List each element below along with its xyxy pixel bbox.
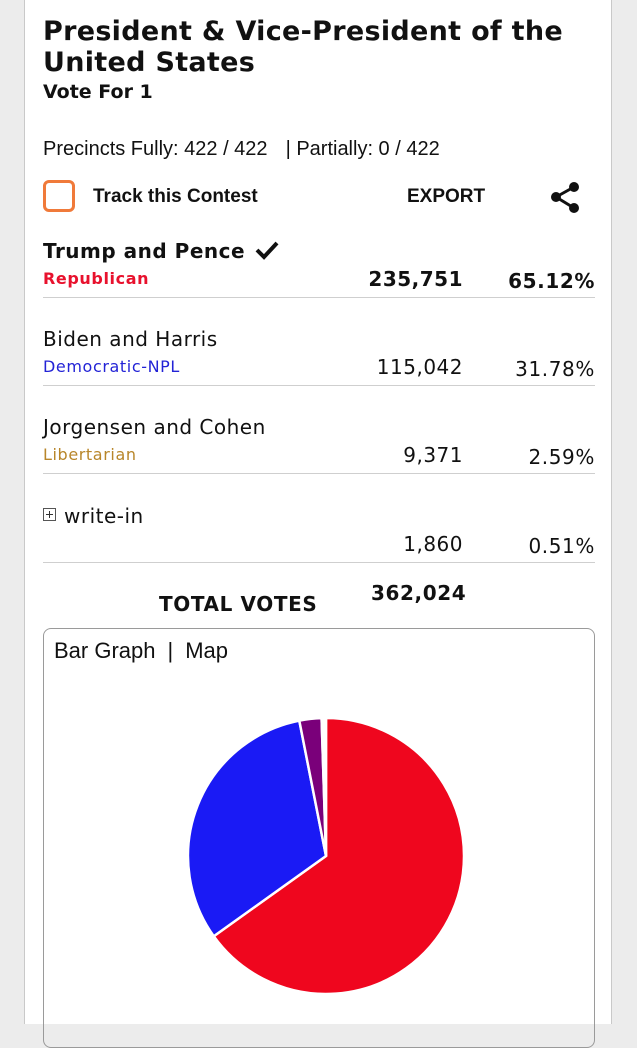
candidate-name: Jorgensen and Cohen xyxy=(43,415,266,439)
track-contest-checkbox[interactable] xyxy=(43,180,75,212)
share-icon[interactable] xyxy=(549,180,583,214)
precincts-partially: | Partially: 0 / 422 xyxy=(285,138,440,160)
contest-actions: Track this Contest EXPORT xyxy=(43,178,603,218)
precincts-fully: Precincts Fully: 422 / 422 xyxy=(43,138,268,160)
candidate-row: Jorgensen and Cohen Libertarian 9,371 2.… xyxy=(43,415,595,474)
vote-for-label: Vote For 1 xyxy=(43,81,153,103)
contest-card: President & Vice-President of the United… xyxy=(24,0,612,1048)
candidate-party: Republican xyxy=(43,269,150,288)
total-votes-label: TOTAL VOTES xyxy=(159,592,318,616)
candidate-party: Democratic-NPL xyxy=(43,357,180,376)
tab-bar-graph[interactable]: Bar Graph xyxy=(54,638,156,663)
graph-tabs: Bar Graph | Map xyxy=(54,638,228,664)
candidate-row: write-in 1,860 0.51% xyxy=(43,504,595,563)
candidate-votes: 9,371 xyxy=(403,443,463,467)
write-in-toggle[interactable]: write-in xyxy=(43,504,144,528)
results-pie-chart xyxy=(186,716,466,996)
candidate-name-row: Trump and Pence xyxy=(43,239,279,263)
candidate-votes: 1,860 xyxy=(403,532,463,556)
candidate-votes: 235,751 xyxy=(368,267,463,291)
contest-title: President & Vice-President of the United… xyxy=(43,16,563,78)
total-votes-value: 362,024 xyxy=(371,581,467,605)
pie-slice-biden-and-harris xyxy=(186,719,328,939)
candidate-row: Biden and Harris Democratic-NPL 115,042 … xyxy=(43,327,595,386)
candidate-percent: 31.78% xyxy=(515,357,595,381)
tab-separator: | xyxy=(167,638,174,663)
pie-slice-write-in xyxy=(320,716,328,857)
results-graph-panel: Bar Graph | Map xyxy=(43,628,595,1048)
candidate-percent: 65.12% xyxy=(508,269,595,293)
candidate-row: Trump and Pence Republican 235,751 65.12… xyxy=(43,239,595,298)
candidate-votes: 115,042 xyxy=(376,355,463,379)
candidate-party: Libertarian xyxy=(43,445,137,464)
export-button[interactable]: EXPORT xyxy=(407,186,486,207)
tab-map[interactable]: Map xyxy=(185,638,229,663)
precincts-status: Precincts Fully: 422 / 422 | Partially: 0… xyxy=(43,138,440,161)
track-contest-label[interactable]: Track this Contest xyxy=(93,186,258,207)
pie-slice-trump-and-pence xyxy=(212,716,466,996)
candidate-percent: 0.51% xyxy=(528,534,595,558)
candidate-name: Trump and Pence xyxy=(43,239,246,263)
winner-check-icon xyxy=(255,241,279,260)
candidate-percent: 2.59% xyxy=(528,445,595,469)
candidate-name: write-in xyxy=(64,504,144,528)
expand-plus-icon[interactable] xyxy=(43,508,56,521)
candidate-name: Biden and Harris xyxy=(43,327,218,351)
